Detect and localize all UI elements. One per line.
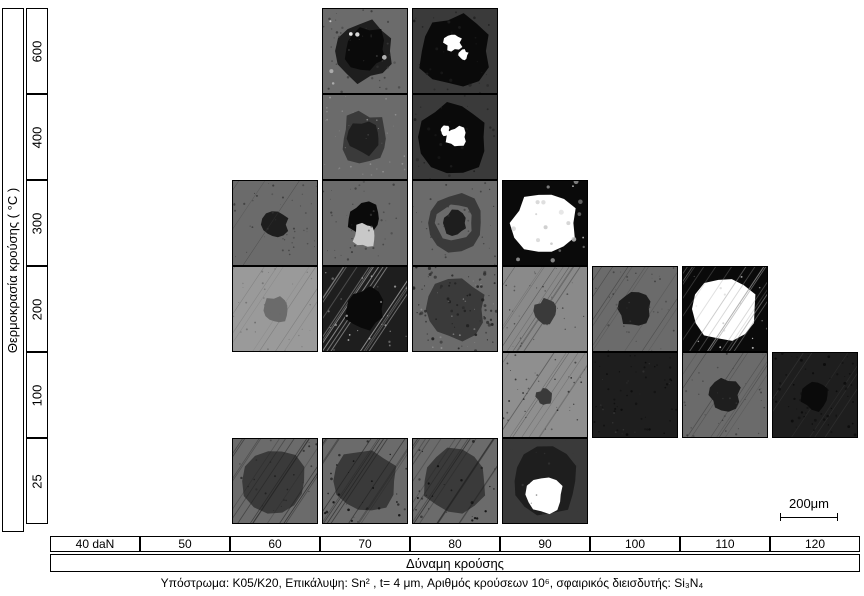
sem-thumbnail — [682, 352, 768, 438]
y-tick-label: 600 — [30, 40, 45, 62]
y-tick-label: 300 — [30, 212, 45, 234]
x-axis-label: Δύναμη κρούσης — [406, 556, 504, 571]
y-tick-label: 200 — [30, 298, 45, 320]
sem-thumbnail — [232, 180, 318, 266]
x-tick-cell: 100 — [590, 536, 680, 552]
y-tick-cell: 600 — [26, 8, 48, 94]
y-tick-cell: 400 — [26, 94, 48, 180]
sem-thumbnail — [502, 266, 588, 352]
y-tick-cell: 200 — [26, 266, 48, 352]
image-grid — [50, 8, 860, 532]
sem-thumbnail — [322, 8, 408, 94]
sem-matrix-figure: Θερμοκρασία κρούσης ( °C ) 600 400 300 200 1… — [0, 0, 864, 596]
y-tick-label: 400 — [30, 126, 45, 148]
sem-thumbnail — [502, 438, 588, 524]
sem-thumbnail — [322, 94, 408, 180]
x-tick-row: 40 daN5060708090100110120 — [50, 536, 860, 552]
x-axis-box: Δύναμη κρούσης — [50, 554, 860, 572]
sem-thumbnail — [232, 266, 318, 352]
sem-thumbnail — [412, 94, 498, 180]
x-tick-cell: 90 — [500, 536, 590, 552]
x-tick-cell: 70 — [320, 536, 410, 552]
sem-thumbnail — [232, 438, 318, 524]
y-tick-label: 25 — [30, 474, 45, 488]
x-tick-cell: 110 — [680, 536, 770, 552]
x-tick-cell: 40 daN — [50, 536, 140, 552]
sem-thumbnail — [322, 266, 408, 352]
y-tick-cell: 25 — [26, 438, 48, 524]
y-tick-cell: 100 — [26, 352, 48, 438]
y-axis-label: Θερμοκρασία κρούσης ( °C ) — [6, 187, 21, 352]
figure-caption: Υπόστρωμα: K05/K20, Επικάλυψη: Sn² , t= … — [0, 576, 864, 590]
scale-bar-label: 200μm — [780, 496, 838, 511]
sem-thumbnail — [772, 352, 858, 438]
sem-thumbnail — [502, 180, 588, 266]
sem-thumbnail — [592, 352, 678, 438]
scale-bar-line — [780, 513, 838, 521]
y-axis-box: Θερμοκρασία κρούσης ( °C ) — [2, 8, 24, 532]
sem-thumbnail — [592, 266, 678, 352]
y-tick-cell: 300 — [26, 180, 48, 266]
scale-bar: 200μm — [780, 496, 838, 521]
y-tick-label: 100 — [30, 384, 45, 406]
sem-thumbnail — [322, 438, 408, 524]
sem-thumbnail — [412, 266, 498, 352]
x-tick-cell: 50 — [140, 536, 230, 552]
x-tick-cell: 80 — [410, 536, 500, 552]
sem-thumbnail — [502, 352, 588, 438]
sem-thumbnail — [412, 438, 498, 524]
x-tick-cell: 60 — [230, 536, 320, 552]
sem-thumbnail — [412, 180, 498, 266]
sem-thumbnail — [682, 266, 768, 352]
sem-thumbnail — [322, 180, 408, 266]
sem-thumbnail — [412, 8, 498, 94]
x-tick-cell: 120 — [770, 536, 860, 552]
